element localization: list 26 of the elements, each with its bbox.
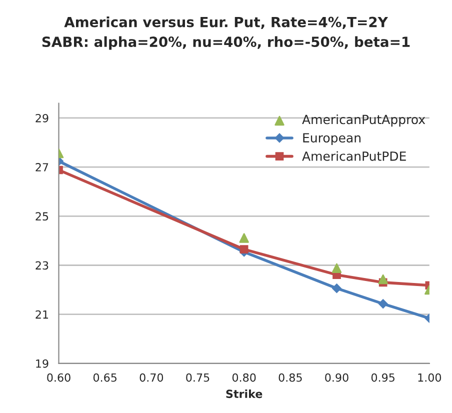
y-tick-label: 25 (36, 212, 48, 221)
y-tick-label: 23 (36, 261, 48, 270)
x-tick-label: 0.80 (232, 373, 256, 382)
point (378, 299, 388, 308)
x-tick-label: 0.75 (186, 373, 210, 382)
y-tick-label: 29 (36, 114, 48, 122)
x-tick-label: 0.65 (93, 373, 116, 382)
legend-label: AmericanPutPDE (302, 151, 406, 161)
x-tick-label: 0.90 (325, 373, 348, 382)
y-tick-label: 21 (36, 310, 48, 319)
x-tick-label: 0.85 (278, 373, 302, 382)
point (332, 263, 342, 274)
chart-title: American versus Eur. Put, Rate=4%,T=2Y SABR: alpha=20%, nu=40%, rho=-50%, beta=1 (42, 16, 410, 50)
legend-label: AmericanPutApprox (302, 114, 426, 127)
x-tick-label: 0.95 (371, 373, 394, 382)
x-axis-title: Strike (226, 389, 262, 398)
y-tick-label: 27 (36, 163, 48, 172)
y-tick-label: 19 (36, 359, 48, 368)
x-tick-label: 1.00 (418, 373, 442, 382)
x-tick-label: 0.70 (140, 373, 164, 382)
point (239, 233, 249, 243)
point (378, 274, 388, 284)
x-tick-label: 0.60 (47, 373, 70, 382)
legend-label: European (303, 133, 360, 145)
point (240, 245, 248, 254)
point (332, 284, 342, 293)
